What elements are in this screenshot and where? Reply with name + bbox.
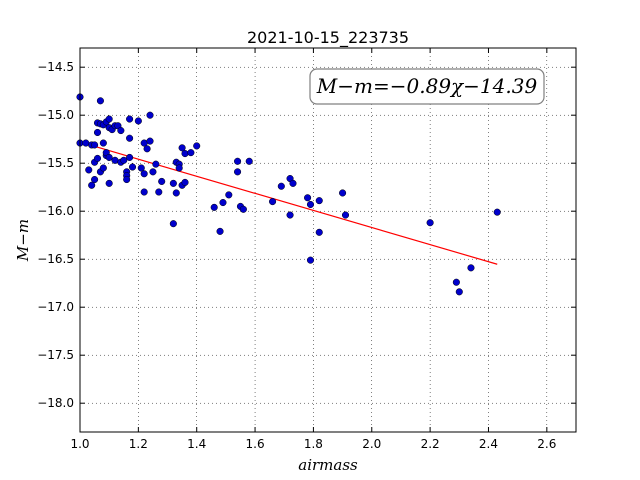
data-point (234, 168, 242, 176)
data-point (146, 137, 154, 145)
data-point (455, 288, 463, 296)
data-point (88, 181, 96, 189)
data-point (181, 178, 189, 186)
x-tick-label: 1.8 (304, 437, 323, 451)
y-tick-label: −16.5 (37, 252, 74, 266)
data-point (140, 188, 148, 196)
data-point (225, 191, 233, 199)
data-point (105, 153, 113, 161)
plot-background (80, 48, 576, 432)
data-point (152, 160, 160, 168)
data-point (155, 188, 163, 196)
data-point (315, 197, 323, 205)
data-point (426, 219, 434, 227)
y-axis-label: M−m (14, 219, 32, 262)
y-tick-label: −17.0 (37, 300, 74, 314)
data-point (169, 220, 177, 228)
fit-equation: M−m=−0.89χ−14.39 (316, 74, 538, 98)
data-point (172, 189, 180, 197)
data-point (93, 128, 102, 137)
data-point (143, 145, 151, 153)
data-point (175, 164, 183, 172)
data-point (91, 175, 99, 184)
data-point (286, 211, 294, 219)
x-tick-label: 2.2 (421, 437, 440, 451)
data-point (216, 227, 224, 235)
fit-line-group (94, 145, 498, 265)
data-point (99, 164, 107, 172)
data-point (341, 211, 350, 219)
x-tick-label: 1.2 (129, 437, 148, 451)
x-tick-label: 2.6 (537, 437, 556, 451)
chart-title: 2021-10-15_223735 (247, 28, 409, 48)
data-point (210, 203, 218, 211)
data-point (117, 127, 125, 135)
data-point (158, 177, 166, 185)
data-point (137, 164, 145, 172)
data-point (339, 189, 347, 197)
data-point (178, 144, 186, 152)
data-point (91, 141, 99, 149)
y-tick-label: −15.0 (37, 108, 74, 122)
data-point (93, 154, 102, 162)
data-point (146, 111, 154, 119)
data-point (452, 278, 460, 286)
data-point (140, 170, 148, 178)
data-point (96, 97, 104, 105)
data-point (126, 115, 134, 123)
data-point (306, 200, 315, 209)
data-point (99, 139, 107, 147)
x-tick-label: 2.4 (479, 437, 498, 451)
data-point (315, 228, 323, 236)
fit-equation-box: M−m=−0.89χ−14.39 (309, 68, 545, 105)
data-point (123, 175, 131, 184)
data-point (128, 163, 137, 171)
data-point (134, 117, 142, 125)
x-tick-label: 2.0 (362, 437, 381, 451)
y-tick-label: −15.5 (37, 156, 74, 170)
data-point (149, 168, 157, 176)
data-point (219, 199, 227, 207)
grid (79, 48, 576, 432)
data-point (169, 179, 177, 187)
data-point (245, 157, 253, 165)
x-tick-label: 1.0 (70, 437, 89, 451)
data-point (289, 179, 297, 187)
data-point (306, 256, 315, 264)
data-point (85, 166, 93, 174)
fit-line (94, 145, 498, 265)
data-point (304, 194, 312, 202)
data-point (105, 115, 113, 123)
points-group (76, 93, 501, 296)
y-tick-label: −18.0 (37, 396, 74, 410)
y-tick-label: −14.5 (37, 60, 74, 74)
data-point (187, 149, 195, 157)
data-point (105, 179, 113, 187)
x-tick-label: 1.4 (187, 437, 206, 451)
y-tick-label: −16.0 (37, 204, 74, 218)
data-point (120, 156, 128, 164)
plot-frame (79, 47, 577, 433)
data-point (467, 264, 475, 272)
data-point (126, 134, 134, 142)
x-tick-label: 1.6 (246, 437, 265, 451)
data-point (239, 205, 247, 213)
data-point (126, 153, 134, 161)
data-point (277, 182, 285, 190)
data-point (493, 208, 501, 216)
y-tick-label: −17.5 (37, 348, 74, 362)
fit-equation-frame (309, 68, 545, 105)
data-point (181, 150, 189, 158)
data-point (234, 157, 242, 165)
x-axis-label: airmass (298, 456, 358, 474)
ticks-group: 1.0 1.2 1.4 1.6 1.8 2.0 2.2 2.4 2.6 −14.5 −15.0 −15… (37, 48, 576, 451)
data-point (193, 142, 201, 150)
data-point (269, 198, 277, 206)
